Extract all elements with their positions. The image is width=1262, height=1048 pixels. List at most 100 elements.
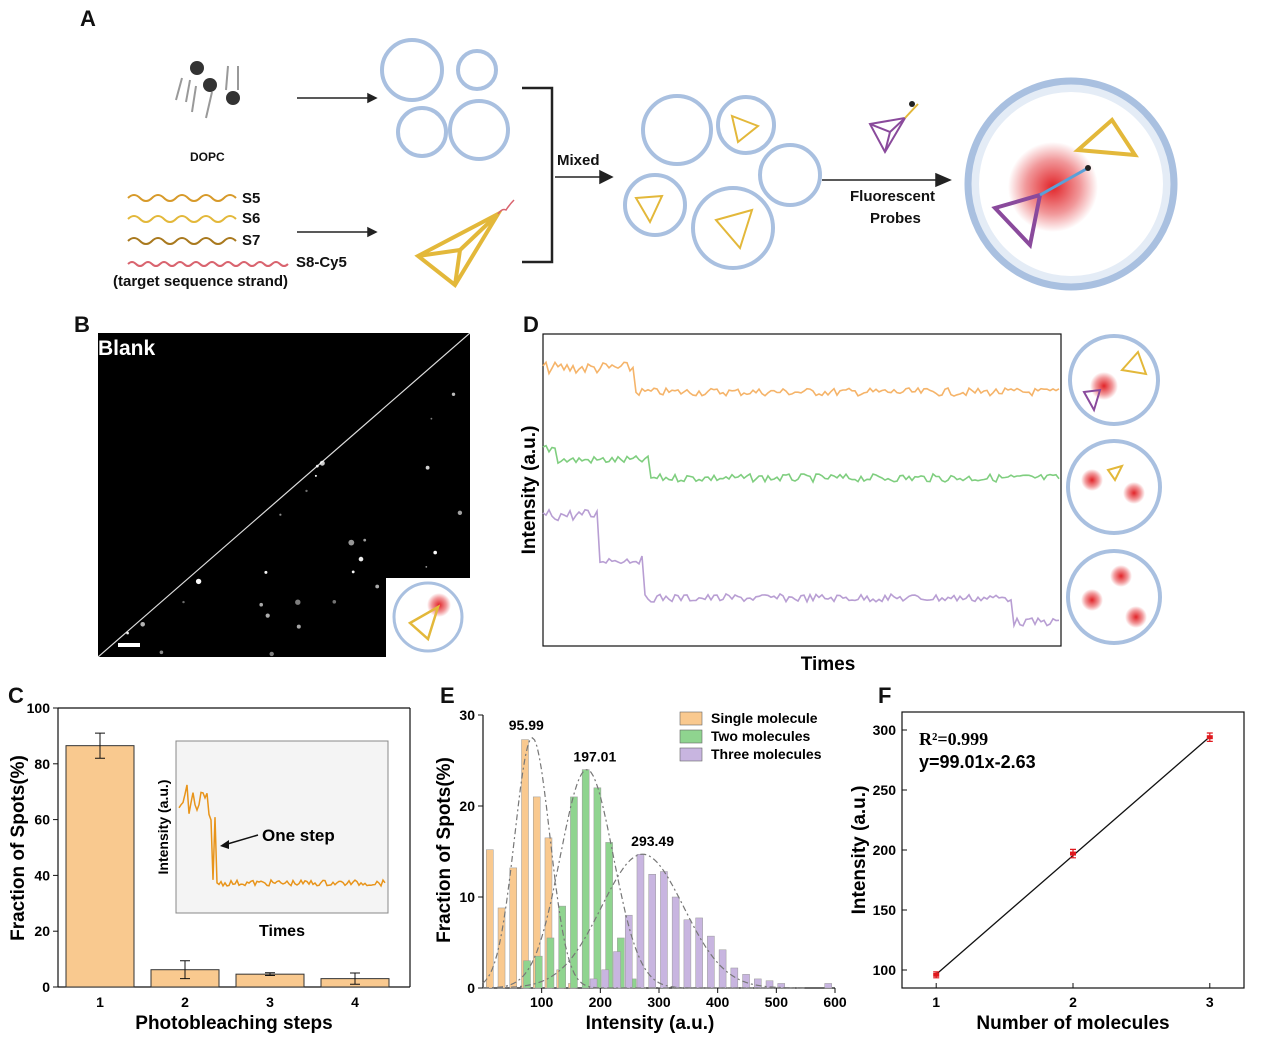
legend-label-2: Two molecules xyxy=(711,728,811,744)
panel-letter-a: A xyxy=(80,6,96,31)
panel-letter-f: F xyxy=(878,683,892,708)
panel-letter-b: B xyxy=(74,312,90,337)
dna-strands xyxy=(127,194,289,267)
fluorescent-probe-icon xyxy=(868,101,919,155)
xtick-f-2: 2 xyxy=(1069,994,1077,1010)
inset-panel xyxy=(386,578,470,657)
bar-e-s2-7 xyxy=(605,842,613,989)
bar-e-s3-17 xyxy=(824,983,832,989)
inset-annotation: One step xyxy=(262,826,335,845)
xtick-e-500: 500 xyxy=(765,994,789,1010)
inset-ylabel: Intensity (a.u.) xyxy=(155,780,171,875)
panel-a-schematic xyxy=(127,38,1178,291)
intensity-trace-3 xyxy=(542,508,1060,629)
peak-label-3: 293.49 xyxy=(631,833,674,849)
chart-f-xlabel: Number of molecules xyxy=(976,1013,1169,1034)
xtick-e-100: 100 xyxy=(530,994,554,1010)
strand-s5-label: S5 xyxy=(242,190,261,207)
ytick-e-0: 0 xyxy=(467,980,475,996)
diagonal-divider xyxy=(98,333,470,657)
strand-s7-label: S7 xyxy=(242,232,261,249)
xtick-f-3: 3 xyxy=(1206,994,1214,1010)
bar-e-s3-8 xyxy=(683,919,692,989)
intensity-trace-1 xyxy=(542,360,1060,398)
ytick-e-30: 30 xyxy=(459,707,475,723)
point-f-2 xyxy=(1070,851,1076,856)
blank-label: Blank xyxy=(98,337,156,360)
errorbar-c-1 xyxy=(95,732,105,759)
bar-e-s3-14 xyxy=(754,978,762,989)
chart-f-equation: y=99.01x-2.63 xyxy=(919,752,1036,772)
mixed-vesicles xyxy=(623,94,822,270)
panel-d-traces: Times Intensity (a.u.) xyxy=(519,333,1162,675)
intensity-trace-2 xyxy=(542,444,1060,484)
legend-swatch-2 xyxy=(679,729,703,744)
chart-e-xlabel: Intensity (a.u.) xyxy=(586,1013,715,1034)
probe-label-1: Fluorescent xyxy=(850,188,936,205)
mixed-label: Mixed xyxy=(557,152,600,169)
bar-e-s3-16 xyxy=(777,983,786,989)
chart-c-ylabel: Fraction of Spots(%) xyxy=(8,755,29,941)
ytick-c-20: 20 xyxy=(34,923,50,939)
legend-swatch-3 xyxy=(679,747,703,762)
xtick-e-600: 600 xyxy=(823,994,847,1010)
legend-swatch-1 xyxy=(679,711,703,726)
bar-e-s1-1 xyxy=(497,907,506,989)
panel-d-xlabel: Times xyxy=(801,654,856,675)
xtick-c-2: 2 xyxy=(181,994,189,1010)
chart-f: 1 2 3 100 150 200 250 300 R²=0.999 y=99.01x-2.6… xyxy=(849,711,1245,1034)
bar-e-s3-1 xyxy=(601,969,610,989)
strand-s6-label: S6 xyxy=(242,210,261,227)
bar-e-s2-6 xyxy=(593,787,602,989)
peak-label-2: 197.01 xyxy=(573,749,616,765)
bar-e-s2-4 xyxy=(570,796,578,989)
bar-e-s3-10 xyxy=(707,935,715,989)
ytick-f-150: 150 xyxy=(873,902,897,918)
chart-c-xlabel: Photobleaching steps xyxy=(135,1013,332,1034)
ytick-e-20: 20 xyxy=(459,798,475,814)
bar-e-s3-5 xyxy=(648,874,656,989)
bar-e-s3-4 xyxy=(636,853,645,989)
inset-xlabel: Times xyxy=(259,923,305,940)
bar-e-s2-2 xyxy=(546,937,555,989)
legend-label-3: Three molecules xyxy=(711,746,822,762)
bar-e-s3-7 xyxy=(671,896,680,989)
target-vesicle-icon xyxy=(964,77,1178,291)
bar-e-s2-0 xyxy=(523,960,531,989)
point-f-1 xyxy=(933,972,940,977)
bar-e-s3-6 xyxy=(660,871,668,989)
bar-e-s3-3 xyxy=(624,914,633,989)
panel-d-ylabel: Intensity (a.u.) xyxy=(519,426,540,555)
probe-label-2: Probes xyxy=(870,210,921,227)
bar-e-s3-9 xyxy=(695,917,703,989)
ytick-e-10: 10 xyxy=(459,889,475,905)
gaussian-fit-3 xyxy=(483,853,805,989)
chart-f-r2: R²=0.999 xyxy=(919,729,988,749)
peak-label-1: 95.99 xyxy=(509,717,544,733)
gaussian-fit-2 xyxy=(483,769,805,989)
target-strand-label: (target sequence strand) xyxy=(113,273,289,290)
reaction-arrows xyxy=(297,92,952,238)
chart-e: 95.99 197.01 293.49 100 200 300 400 500 600 0 10 2… xyxy=(434,707,847,1034)
ytick-f-250: 250 xyxy=(873,782,897,798)
xtick-e-400: 400 xyxy=(706,994,730,1010)
xtick-e-300: 300 xyxy=(647,994,671,1010)
inset-trace xyxy=(178,784,386,888)
ytick-c-0: 0 xyxy=(42,979,50,995)
panel-letter-d: D xyxy=(523,312,539,337)
ytick-c-100: 100 xyxy=(27,700,51,716)
bar-e-s1-2 xyxy=(509,867,518,989)
scale-bar xyxy=(118,643,140,647)
bar-e-s3-2 xyxy=(613,951,621,989)
errorbar-c-2 xyxy=(180,960,190,980)
panel-letter-e: E xyxy=(440,683,455,708)
dopc-lipids-icon xyxy=(175,61,240,119)
bar-c-3 xyxy=(235,973,305,988)
point-f-3 xyxy=(1206,735,1213,740)
bar-e-s3-0 xyxy=(589,978,598,989)
dopc-label: DOPC xyxy=(190,150,225,164)
mixing-bracket xyxy=(522,86,554,264)
bar-e-s2-5 xyxy=(581,769,590,989)
panel-letter-c: C xyxy=(8,683,24,708)
